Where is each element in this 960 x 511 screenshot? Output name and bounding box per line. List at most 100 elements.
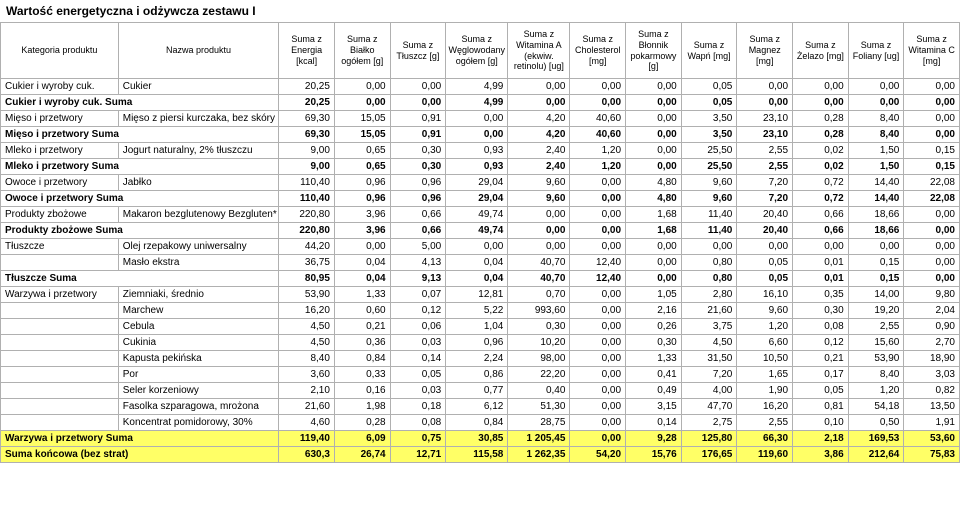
cell-value: 20,25: [279, 79, 335, 95]
cell-product: Seler korzeniowy: [118, 383, 279, 399]
cell-value: 1,33: [626, 351, 682, 367]
cell-value: 22,08: [904, 191, 960, 207]
cell-category: Warzywa i przetwory Suma: [1, 431, 279, 447]
cell-value: 0,00: [904, 207, 960, 223]
cell-value: 0,70: [508, 287, 570, 303]
cell-value: 0,02: [793, 143, 849, 159]
cell-value: 0,50: [848, 415, 904, 431]
cell-value: 0,01: [793, 271, 849, 287]
cell-value: 0,21: [793, 351, 849, 367]
cell-value: 14,00: [848, 287, 904, 303]
cell-value: 0,26: [626, 319, 682, 335]
cell-category: [1, 415, 119, 431]
cell-product: Koncentrat pomidorowy, 30%: [118, 415, 279, 431]
cell-value: 16,20: [737, 399, 793, 415]
cell-value: 0,33: [334, 367, 390, 383]
cell-value: 53,90: [279, 287, 335, 303]
cell-value: 0,30: [793, 303, 849, 319]
cell-value: 2,75: [681, 415, 737, 431]
cell-value: 0,00: [904, 255, 960, 271]
page-title: Wartość energetyczna i odżywcza zestawu …: [0, 0, 960, 22]
cell-value: 0,28: [793, 127, 849, 143]
cell-category: [1, 255, 119, 271]
cell-value: 3,50: [681, 127, 737, 143]
cell-value: 0,00: [570, 351, 626, 367]
table-row: Warzywa i przetworyZiemniaki, średnio53,…: [1, 287, 960, 303]
cell-value: 0,66: [793, 223, 849, 239]
table-row: Por3,600,330,050,8622,200,000,417,201,65…: [1, 367, 960, 383]
cell-value: 2,10: [279, 383, 335, 399]
cell-value: 0,00: [570, 79, 626, 95]
cell-product: Marchew: [118, 303, 279, 319]
cell-value: 4,60: [279, 415, 335, 431]
cell-value: 0,00: [570, 415, 626, 431]
cell-category: [1, 383, 119, 399]
cell-value: 3,15: [626, 399, 682, 415]
cell-value: 0,00: [570, 303, 626, 319]
cell-value: 0,03: [390, 383, 446, 399]
table-row: Owoce i przetworyJabłko110,400,960,9629,…: [1, 175, 960, 191]
cell-category: Suma końcowa (bez strat): [1, 447, 279, 463]
cell-value: 22,08: [904, 175, 960, 191]
cell-value: 2,18: [793, 431, 849, 447]
cell-value: 40,60: [570, 111, 626, 127]
cell-value: 21,60: [279, 399, 335, 415]
cell-value: 2,55: [848, 319, 904, 335]
cell-value: 0,00: [626, 79, 682, 95]
cell-value: 30,85: [446, 431, 508, 447]
cell-value: 7,20: [681, 367, 737, 383]
col-wapn: Suma z Wapń [mg]: [681, 23, 737, 79]
cell-value: 176,65: [681, 447, 737, 463]
cell-value: 1,20: [570, 159, 626, 175]
cell-value: 0,60: [334, 303, 390, 319]
cell-value: 0,07: [390, 287, 446, 303]
cell-value: 0,00: [570, 399, 626, 415]
cell-value: 0,12: [793, 335, 849, 351]
cell-value: 5,00: [390, 239, 446, 255]
nutrition-table: Kategoria produktu Nazwa produktu Suma z…: [0, 22, 960, 463]
cell-value: 12,81: [446, 287, 508, 303]
cell-value: 1,20: [737, 319, 793, 335]
cell-value: 40,60: [570, 127, 626, 143]
cell-value: 0,00: [390, 95, 446, 111]
cell-value: 1,05: [626, 287, 682, 303]
cell-category: Cukier i wyroby cuk.: [1, 79, 119, 95]
cell-value: 0,75: [390, 431, 446, 447]
cell-value: 0,40: [508, 383, 570, 399]
cell-value: 0,00: [446, 239, 508, 255]
cell-value: 1,50: [848, 143, 904, 159]
cell-value: 4,20: [508, 111, 570, 127]
cell-product: Masło ekstra: [118, 255, 279, 271]
cell-value: 9,60: [737, 303, 793, 319]
cell-value: 0,00: [848, 95, 904, 111]
cell-value: 0,00: [793, 95, 849, 111]
cell-value: 3,96: [334, 223, 390, 239]
cell-value: 8,40: [848, 367, 904, 383]
cell-value: 0,00: [626, 159, 682, 175]
cell-value: 3,86: [793, 447, 849, 463]
cell-value: 0,05: [681, 95, 737, 111]
cell-value: 0,00: [626, 271, 682, 287]
cell-product: Cukier: [118, 79, 279, 95]
cell-category: [1, 351, 119, 367]
cell-value: 0,04: [334, 271, 390, 287]
cell-value: 2,24: [446, 351, 508, 367]
col-magnez: Suma z Magnez [mg]: [737, 23, 793, 79]
cell-value: 12,71: [390, 447, 446, 463]
table-row: Seler korzeniowy2,100,160,030,770,400,00…: [1, 383, 960, 399]
cell-category: Warzywa i przetwory: [1, 287, 119, 303]
cell-value: 0,00: [626, 95, 682, 111]
cell-value: 0,28: [334, 415, 390, 431]
cell-value: 47,70: [681, 399, 737, 415]
cell-value: 4,80: [626, 175, 682, 191]
cell-value: 0,00: [737, 95, 793, 111]
cell-value: 0,00: [737, 239, 793, 255]
cell-value: 12,40: [570, 255, 626, 271]
cell-category: Owoce i przetwory Suma: [1, 191, 279, 207]
cell-value: 0,02: [793, 159, 849, 175]
cell-value: 20,25: [279, 95, 335, 111]
cell-value: 15,05: [334, 127, 390, 143]
cell-value: 1,04: [446, 319, 508, 335]
cell-value: 0,00: [737, 79, 793, 95]
cell-value: 80,95: [279, 271, 335, 287]
